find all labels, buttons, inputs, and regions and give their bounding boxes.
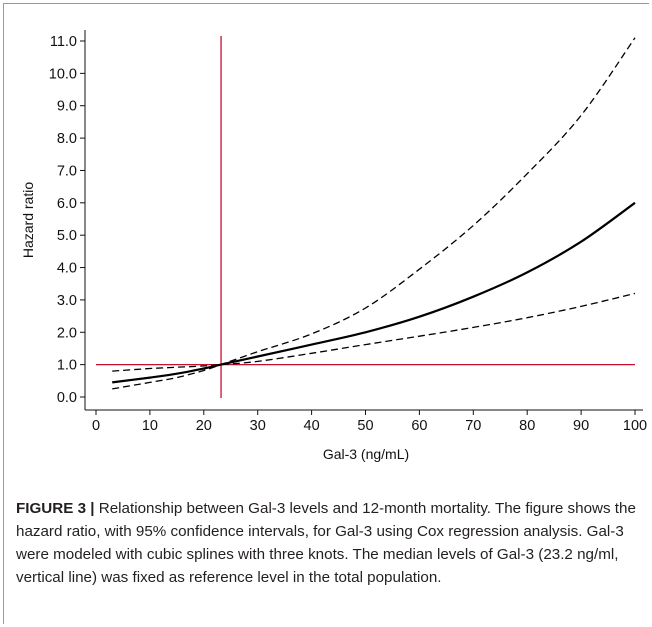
y-axis-label: Hazard ratio: [20, 182, 36, 258]
upper-ci-curve: [112, 37, 636, 390]
figure-frame: [3, 3, 649, 624]
x-tick-label: 90: [573, 418, 589, 434]
lower-ci-curve: [112, 292, 636, 372]
x-tick-label: 100: [623, 418, 647, 434]
y-tick-label: 10.0: [49, 66, 77, 82]
y-tick-label: 1.0: [57, 358, 77, 374]
hazard-ratio-chart: 0.0 1.0 2.0 3.0 4.0 5.0 6.0 7.0 8.0 9.0 10.0 11.0 0 1…: [20, 30, 647, 462]
figure-caption: FIGURE 3 | Relationship between Gal-3 le…: [16, 497, 636, 589]
x-tick-label: 70: [465, 418, 481, 434]
x-tick-label: 10: [142, 418, 158, 434]
x-tick-label: 60: [411, 418, 427, 434]
y-tick-label: 9.0: [57, 99, 77, 115]
chart-marks: [96, 36, 636, 398]
caption-label: FIGURE 3 |: [16, 500, 95, 517]
y-tick-label: 6.0: [57, 196, 77, 212]
x-tick-label: 50: [357, 418, 373, 434]
y-tick-label: 4.0: [57, 261, 77, 277]
x-tick-label: 40: [304, 418, 320, 434]
y-tick-label: 8.0: [57, 131, 77, 147]
y-tick-label: 2.0: [57, 325, 77, 341]
hazard-ratio-curve: [112, 201, 636, 384]
x-tick-label: 20: [196, 418, 212, 434]
chart-axes: 0.0 1.0 2.0 3.0 4.0 5.0 6.0 7.0 8.0 9.0 10.0 11.0 0 1…: [49, 30, 647, 434]
x-axis-label: Gal-3 (ng/mL): [323, 446, 409, 462]
y-tick-label: 5.0: [57, 228, 77, 244]
y-tick-label: 7.0: [57, 163, 77, 179]
x-tick-label: 0: [92, 418, 100, 434]
y-tick-label: 11.0: [50, 34, 77, 50]
x-tick-label: 30: [250, 418, 266, 434]
caption-text: Relationship between Gal-3 levels and 12…: [16, 500, 636, 586]
y-tick-label: 3.0: [57, 293, 77, 309]
x-tick-label: 80: [519, 418, 535, 434]
y-tick-label: 0.0: [57, 390, 77, 406]
